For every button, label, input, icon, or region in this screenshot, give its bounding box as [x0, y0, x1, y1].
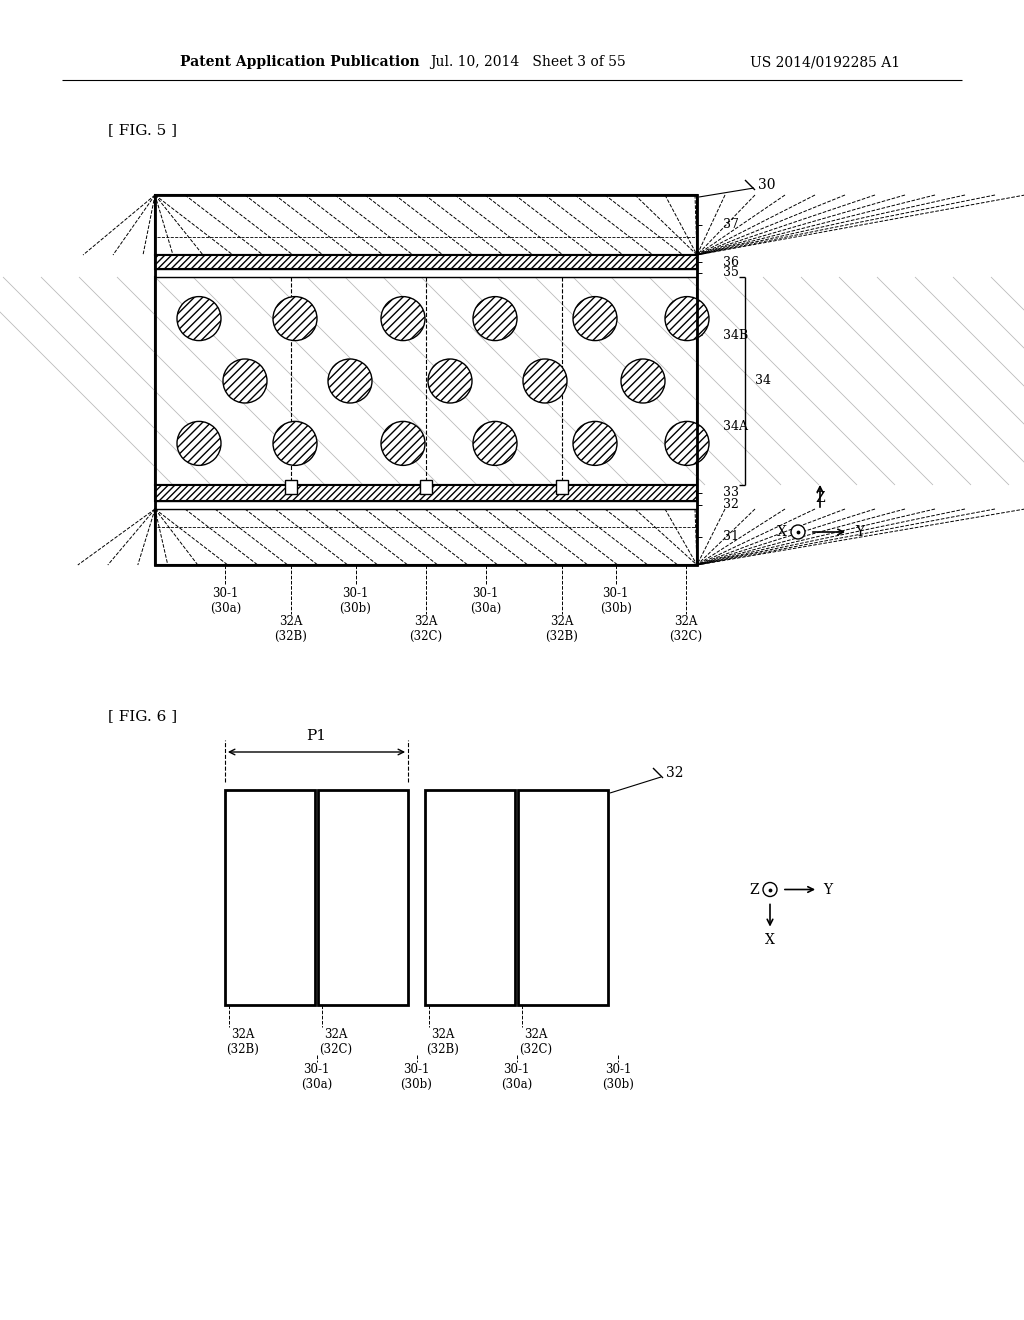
Text: Z: Z	[750, 883, 759, 896]
Text: X: X	[777, 525, 786, 539]
Text: Patent Application Publication: Patent Application Publication	[180, 55, 420, 69]
Text: 32A
(32C): 32A (32C)	[519, 1028, 553, 1056]
Text: [ FIG. 5 ]: [ FIG. 5 ]	[108, 123, 177, 137]
Circle shape	[573, 297, 617, 341]
Bar	[518, 789, 608, 1005]
Bar	[155, 195, 697, 565]
Text: Y: Y	[855, 525, 864, 539]
Text: P1: P1	[306, 729, 327, 743]
Text: 32: 32	[666, 766, 683, 780]
Bar	[425, 789, 515, 1005]
Text: 31: 31	[723, 531, 739, 544]
Text: US 2014/0192285 A1: US 2014/0192285 A1	[750, 55, 900, 69]
Text: 35: 35	[723, 267, 739, 280]
Text: 32A
(32B): 32A (32B)	[427, 1028, 460, 1056]
Bar	[155, 277, 697, 484]
Text: 37: 37	[723, 219, 739, 231]
Text: 32A
(32B): 32A (32B)	[226, 1028, 259, 1056]
Text: Y: Y	[823, 883, 833, 896]
Circle shape	[177, 421, 221, 466]
Circle shape	[665, 421, 709, 466]
Text: 30: 30	[758, 178, 775, 191]
Text: 32A
(32C): 32A (32C)	[410, 615, 442, 643]
Circle shape	[381, 297, 425, 341]
Text: 36: 36	[723, 256, 739, 268]
Text: 30-1
(30a): 30-1 (30a)	[470, 587, 501, 615]
Text: 32A
(32C): 32A (32C)	[319, 1028, 352, 1056]
Bar	[225, 789, 315, 1005]
Bar	[155, 195, 697, 255]
Text: 30-1
(30b): 30-1 (30b)	[400, 1063, 432, 1092]
Circle shape	[791, 525, 805, 539]
Circle shape	[273, 297, 317, 341]
Text: 30-1
(30a): 30-1 (30a)	[301, 1063, 332, 1092]
Bar	[555, 480, 567, 494]
Bar	[155, 502, 697, 510]
Text: 32: 32	[723, 499, 739, 511]
Bar	[155, 269, 697, 277]
Circle shape	[473, 421, 517, 466]
Text: 30-1
(30a): 30-1 (30a)	[501, 1063, 532, 1092]
Circle shape	[223, 359, 267, 403]
Circle shape	[523, 359, 567, 403]
Circle shape	[381, 421, 425, 466]
Circle shape	[665, 297, 709, 341]
Text: 32A
(32B): 32A (32B)	[274, 615, 307, 643]
Text: 32A
(32B): 32A (32B)	[545, 615, 578, 643]
Text: Jul. 10, 2014   Sheet 3 of 55: Jul. 10, 2014 Sheet 3 of 55	[430, 55, 626, 69]
Text: [ FIG. 6 ]: [ FIG. 6 ]	[108, 709, 177, 723]
Text: 32A
(32C): 32A (32C)	[670, 615, 702, 643]
Circle shape	[273, 421, 317, 466]
Text: Z: Z	[815, 491, 824, 506]
Bar	[420, 480, 432, 494]
Text: 34: 34	[755, 375, 771, 388]
Text: 30-1
(30b): 30-1 (30b)	[600, 587, 632, 615]
Text: 30-1
(30b): 30-1 (30b)	[602, 1063, 634, 1092]
Bar	[155, 484, 697, 502]
Bar	[285, 480, 297, 494]
Circle shape	[177, 297, 221, 341]
Text: 30-1
(30b): 30-1 (30b)	[340, 587, 372, 615]
Text: X: X	[765, 932, 775, 946]
Bar	[155, 510, 697, 565]
Circle shape	[621, 359, 665, 403]
Circle shape	[763, 883, 777, 896]
Circle shape	[473, 297, 517, 341]
Bar	[155, 255, 697, 269]
Circle shape	[573, 421, 617, 466]
Circle shape	[428, 359, 472, 403]
Text: 34B: 34B	[723, 329, 749, 342]
Text: 33: 33	[723, 487, 739, 499]
Text: 30-1
(30a): 30-1 (30a)	[210, 587, 241, 615]
Bar	[318, 789, 408, 1005]
Circle shape	[328, 359, 372, 403]
Text: 34A: 34A	[723, 420, 748, 433]
